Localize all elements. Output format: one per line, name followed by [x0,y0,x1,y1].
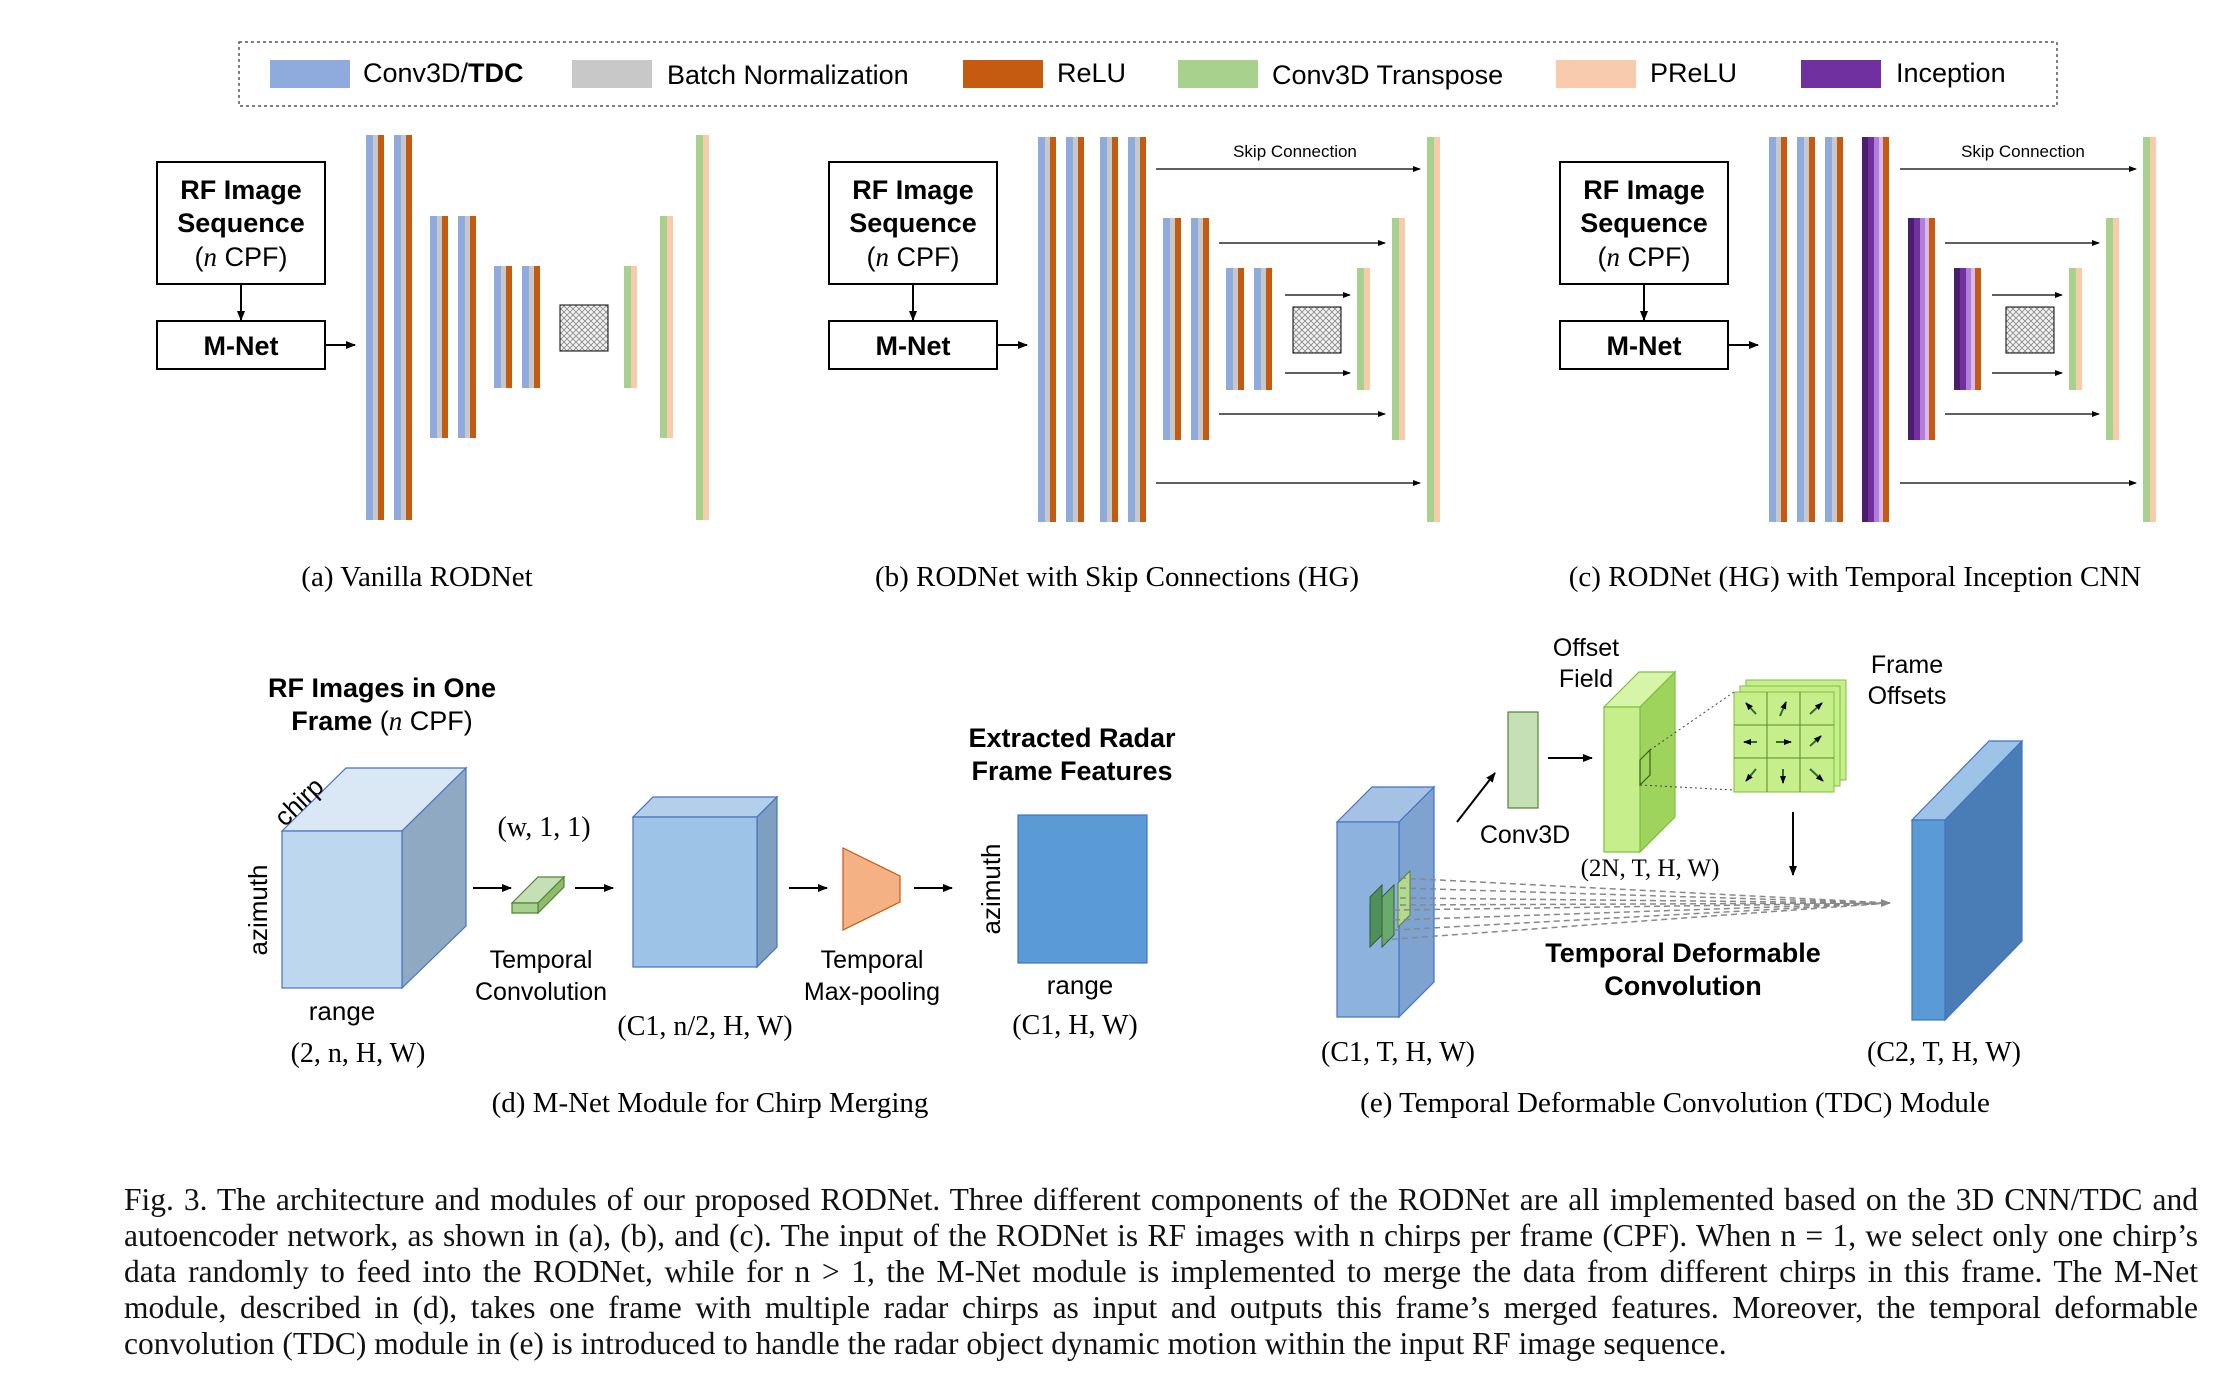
output-range-label: range [1047,970,1114,1000]
inception-block-2 [1908,218,1935,440]
legend-label-relu: ReLU [1057,58,1126,88]
legend-label-batchnorm: Batch Normalization [667,60,909,90]
offset-field-label-line1: Offset [1553,634,1619,662]
frame-offsets-label-line2: Offsets [1868,682,1947,710]
skip-connection-label: Skip Connection [1233,142,1357,161]
layer-stack [1038,137,1440,522]
mnet-box [828,320,998,370]
input-label-line3: (n CPF) [1598,242,1691,272]
legend-label-conv3d-transpose: Conv3D Transpose [1272,60,1503,90]
conv3d-label: Conv3D [1480,821,1570,849]
legend-label-prelu: PReLU [1650,58,1737,88]
output-title-line2: Frame Features [971,756,1172,786]
legend-swatch-inception [1801,60,1881,88]
input-label-line3: (n CPF) [867,242,960,272]
layer-stack [1769,137,2156,522]
panel-caption: (c) RODNet (HG) with Temporal Inception … [1569,561,2142,593]
panel-caption: (e) Temporal Deformable Convolution (TDC… [1360,1087,1990,1119]
input-label-line2: Sequence [177,208,305,238]
mnet-label: M-Net [1607,331,1682,361]
temporal-conv-label-line2: Convolution [475,978,607,1006]
offset-field-slab [1602,670,1677,854]
frame-offsets-grid [1733,679,1847,793]
range-axis-label: range [309,996,376,1026]
panel-caption: (b) RODNet with Skip Connections (HG) [875,561,1359,593]
mnet-box [1559,320,1729,370]
sampling-kernel [1369,869,1411,949]
mid-cube [631,795,779,969]
arrow-to-conv3d [1456,772,1496,823]
legend-swatch-prelu [1556,60,1636,88]
frame-offsets-label-line1: Frame [1871,651,1943,679]
mnet-label: M-Net [876,331,951,361]
panel-b: RF Image Sequence (n CPF) M-Net [828,137,1440,593]
panel-e: Conv3D Offset Field (2N, T, H, W) [1321,634,2024,1119]
tdc-label-line2: Convolution [1604,971,1761,1001]
input-label-line3: (n CPF) [195,242,288,272]
legend-swatch-conv3d-transpose [1178,60,1258,88]
output-dims: (C1, H, W) [1012,1010,1137,1041]
skip-connections [1900,166,2137,486]
temporal-conv-label-line1: Temporal [490,946,593,974]
skip-connection-label: Skip Connection [1961,142,2085,161]
output-title-line1: Extracted Radar [968,723,1176,753]
panel-a: RF Image Sequence (n CPF) M-Net (a) Vani… [156,135,709,593]
temporal-conv-kernel [510,875,566,915]
input-cube [280,766,468,990]
panel-caption: (d) M-Net Module for Chirp Merging [492,1087,929,1119]
offset-projection-lines [1639,691,1735,791]
tdc-label-line1: Temporal Deformable [1545,938,1821,968]
input-box [828,161,998,285]
offset-field-label-line2: Field [1559,665,1613,693]
layer-stack [366,135,709,520]
input-label-line1: RF Image [1583,175,1705,205]
legend-swatch-relu [963,60,1043,88]
input-label-line1: RF Image [180,175,302,205]
azimuth-axis-label: azimuth [243,864,273,955]
panel-caption: (a) Vanilla RODNet [301,561,532,593]
mid-dims: (C1, n/2, H, W) [617,1011,792,1042]
legend-label-inception: Inception [1896,58,2006,88]
mnet-label: M-Net [204,331,279,361]
inception-block-3 [1954,268,1981,390]
legend-swatch-conv3d [270,60,350,88]
skip-connections [1156,166,1421,486]
input-label-line2: Sequence [849,208,977,238]
input-label-line2: Sequence [1580,208,1708,238]
panel-d: RF Images in One Frame (n CPF) chirp azi… [243,673,1176,1119]
output-azimuth-label: azimuth [976,843,1006,934]
max-pool-label-line2: Max-pooling [804,978,940,1006]
input-dims: (C1, T, H, W) [1321,1037,1475,1068]
figure-caption: Fig. 3. The architecture and modules of … [124,1182,2198,1361]
input-label-line1: RF Image [852,175,974,205]
legend-border [238,41,2058,107]
deformable-sampling-lines [1381,877,1891,941]
input-title-line1: RF Images in One [268,673,496,703]
offset-field-dims: (2N, T, H, W) [1581,855,1720,882]
input-title-line2: Frame (n CPF) [291,706,473,736]
output-feature-slab [1910,739,2024,1022]
inception-block-1 [1862,137,1889,522]
max-pool-label-line1: Temporal [821,946,924,974]
legend-swatch-batchnorm [572,60,652,88]
output-dims: (C2, T, H, W) [1867,1037,2021,1068]
max-pool-shape [842,847,901,931]
legend-label-conv3d: Conv3D/TDC [363,58,524,88]
kernel-size: (w, 1, 1) [497,812,590,843]
conv3d-kernel [1507,711,1539,809]
output-feature-map [1017,814,1148,964]
input-box [1559,161,1729,285]
input-dims: (2, n, H, W) [291,1038,426,1069]
legend: Conv3D/TDC Batch Normalization ReLU Conv… [238,41,2058,107]
panel-c: RF Image Sequence (n CPF) M-Net [1559,137,2156,593]
